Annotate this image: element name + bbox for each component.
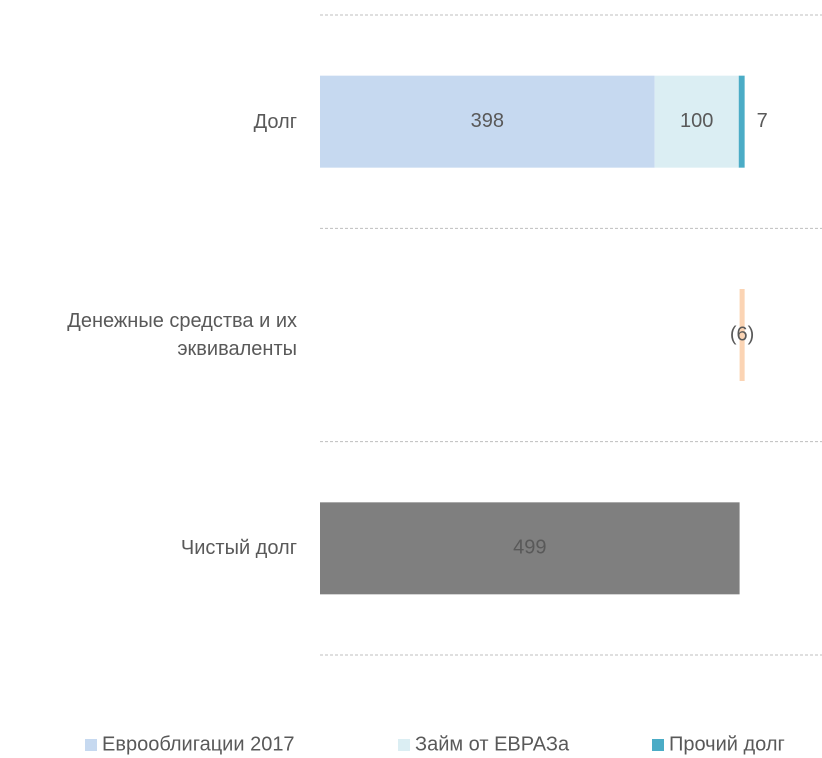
legend-swatch <box>85 739 97 751</box>
legend-swatch <box>398 739 410 751</box>
bar-segment <box>738 75 745 168</box>
category-label: Денежные средства и их эквиваленты <box>67 310 297 360</box>
category-label: Долг <box>253 110 297 133</box>
legend-label: Прочий долг <box>669 733 785 755</box>
legend-label: Еврооблигации 2017 <box>102 733 295 755</box>
bar-segment <box>320 75 655 168</box>
data-label: 499 <box>513 537 546 559</box>
data-label: 100 <box>680 110 713 132</box>
legend-swatch <box>652 739 664 751</box>
data-label: (6) <box>730 323 754 345</box>
legend-label: Займ от ЕВРАЗа <box>415 733 570 755</box>
data-label: 398 <box>471 110 504 132</box>
category-label: Чистый долг <box>180 537 297 560</box>
cash-bar <box>739 289 745 381</box>
net-debt-bar <box>320 502 740 595</box>
bar-segment <box>654 75 739 168</box>
data-label: 7 <box>757 110 768 132</box>
